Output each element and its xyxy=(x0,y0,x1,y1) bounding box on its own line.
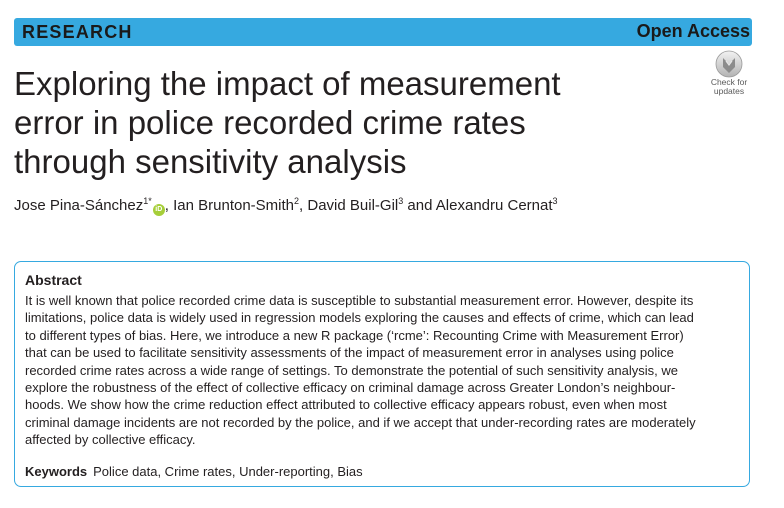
author-name[interactable]: Alexandru Cernat xyxy=(435,197,553,214)
author-affiliation: 1* xyxy=(143,196,152,206)
author-separator: , xyxy=(299,197,308,214)
author-list: Jose Pina-Sánchez1*iD, Ian Brunton-Smith… xyxy=(14,196,558,216)
check-for-updates-line-1: Check for xyxy=(710,77,748,87)
abstract-box xyxy=(14,261,750,487)
author-name[interactable]: Jose Pina-Sánchez xyxy=(14,197,144,214)
abstract-line: affected by collective efficacy. xyxy=(25,432,196,448)
author-separator: and xyxy=(403,197,436,214)
abstract-line: to different types of bias. Here, we int… xyxy=(25,327,684,343)
check-for-updates-label: Check for updates xyxy=(705,78,753,96)
check-for-updates-line-2: updates xyxy=(713,86,745,96)
title-line-3: through sensitivity analysis xyxy=(14,143,407,180)
keywords-label: Keywords xyxy=(25,464,88,479)
research-banner xyxy=(14,18,752,46)
author-separator: , xyxy=(164,197,174,214)
abstract-line: explore the robustness of the effect of … xyxy=(25,380,676,396)
abstract-heading: Abstract xyxy=(25,272,82,288)
author-name[interactable]: David Buil-Gil xyxy=(307,197,399,214)
title-line-2: error in police recorded crime rates xyxy=(14,104,526,141)
abstract-line: limitations, police data is widely used … xyxy=(25,310,694,326)
check-for-updates-icon xyxy=(715,50,743,78)
open-access-label: Open Access xyxy=(636,21,750,41)
author-affiliation: 2 xyxy=(294,196,300,206)
title-line-1: Exploring the impact of measurement xyxy=(14,65,561,102)
abstract-line: It is well known that police recorded cr… xyxy=(25,293,694,308)
section-label: RESEARCH xyxy=(22,22,133,42)
abstract-body: It is well known that police recorded cr… xyxy=(25,292,743,449)
abstract-line: recorded crime rates across a wide range… xyxy=(25,362,678,378)
keywords: Keywords Police data, Crime rates, Under-… xyxy=(25,463,363,481)
abstract-line: that can be used to facilitate sensitivi… xyxy=(25,345,674,361)
keywords-text: Police data, Crime rates, Under-reportin… xyxy=(93,464,363,479)
check-for-updates-badge[interactable]: Check for updates xyxy=(705,50,753,98)
article-title: Exploring the impact of measurement erro… xyxy=(14,64,694,181)
abstract-line: hoods. We show how the crime reduction e… xyxy=(25,397,667,413)
abstract-line: criminal damage incidents are not record… xyxy=(25,414,696,430)
author-name[interactable]: Ian Brunton-Smith xyxy=(173,197,295,214)
orcid-icon[interactable]: iD xyxy=(152,204,165,216)
author-affiliation: 3 xyxy=(398,196,404,206)
author-affiliation: 3 xyxy=(552,196,558,206)
